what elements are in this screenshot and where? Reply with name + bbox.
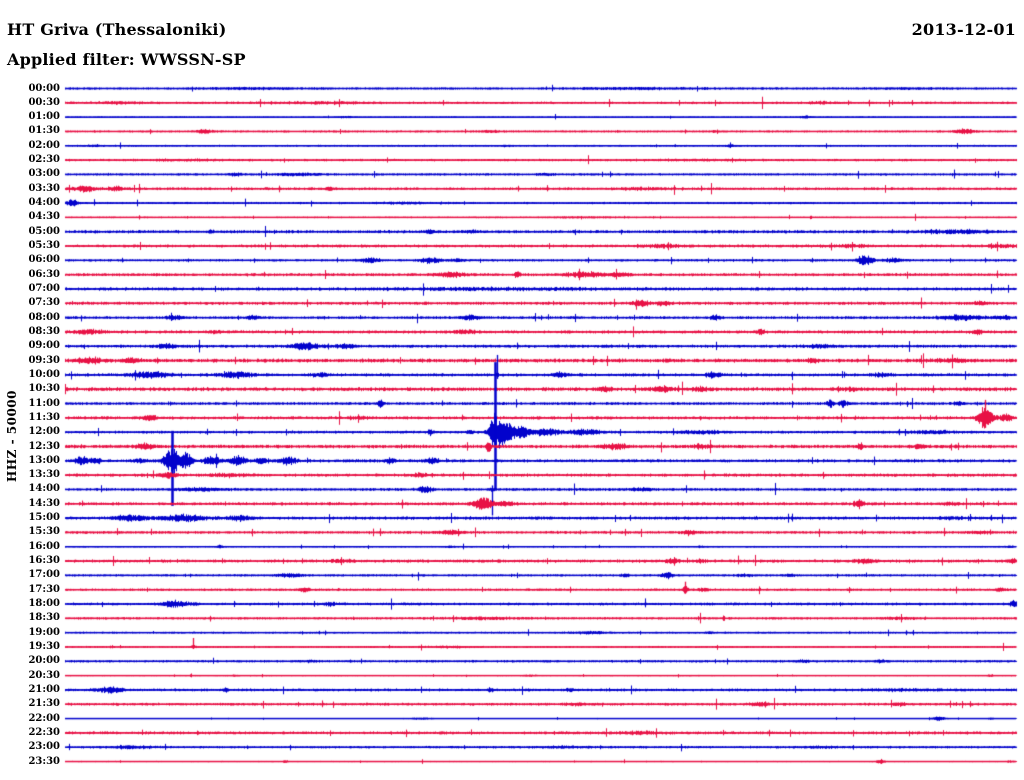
time-label: 20:00 (28, 655, 60, 667)
time-label: 22:00 (28, 712, 60, 724)
time-label: 12:30 (28, 440, 60, 452)
time-label: 06:00 (28, 254, 60, 266)
time-label: 08:00 (28, 311, 60, 323)
time-label: 07:00 (28, 282, 60, 294)
time-label: 00:00 (28, 82, 60, 94)
time-label: 14:00 (28, 483, 60, 495)
time-label: 12:00 (28, 426, 60, 438)
time-label: 10:30 (28, 383, 60, 395)
time-label: 04:00 (28, 197, 60, 209)
time-label: 19:30 (28, 640, 60, 652)
time-label: 23:30 (28, 755, 60, 767)
date-label: 2013-12-01 (911, 20, 1016, 39)
time-label: 21:00 (28, 683, 60, 695)
time-label: 07:30 (28, 297, 60, 309)
time-label: 03:00 (28, 168, 60, 180)
time-label: 20:30 (28, 669, 60, 681)
time-label: 16:00 (28, 540, 60, 552)
time-label: 05:30 (28, 240, 60, 252)
time-label: 17:30 (28, 583, 60, 595)
applied-filter-label: Applied filter: WWSSN-SP (7, 50, 246, 69)
time-label: 09:30 (28, 354, 60, 366)
time-label: 23:00 (28, 741, 60, 753)
time-label: 11:00 (28, 397, 60, 409)
time-label: 11:30 (28, 411, 60, 423)
time-label: 08:30 (28, 325, 60, 337)
time-label: 14:30 (28, 497, 60, 509)
time-label: 13:30 (28, 469, 60, 481)
time-label: 16:30 (28, 555, 60, 567)
time-label: 15:30 (28, 526, 60, 538)
time-label: 02:30 (28, 154, 60, 166)
time-label: 02:00 (28, 139, 60, 151)
station-title: HT Griva (Thessaloniki) (7, 20, 227, 39)
time-label: 04:30 (28, 211, 60, 223)
time-label: 03:30 (28, 182, 60, 194)
time-label: 15:00 (28, 512, 60, 524)
time-label: 18:30 (28, 612, 60, 624)
time-label: 10:00 (28, 368, 60, 380)
time-label: 05:00 (28, 225, 60, 237)
time-label: 01:00 (28, 111, 60, 123)
time-label: 00:30 (28, 96, 60, 108)
time-label: 01:30 (28, 125, 60, 137)
time-label: 06:30 (28, 268, 60, 280)
time-label: 13:00 (28, 454, 60, 466)
time-label: 17:00 (28, 569, 60, 581)
time-label: 18:00 (28, 598, 60, 610)
time-label: 09:00 (28, 340, 60, 352)
time-label: 21:30 (28, 698, 60, 710)
time-label: 22:30 (28, 726, 60, 738)
time-label: 19:00 (28, 626, 60, 638)
